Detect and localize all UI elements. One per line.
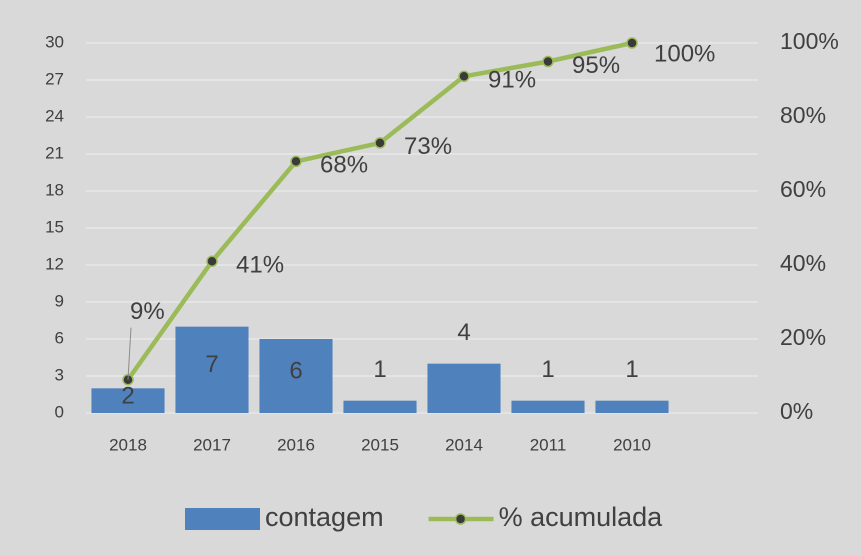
bar-value-label: 1 [373,356,386,383]
x-tick-label: 2014 [445,435,483,454]
y-tick-label: 15 [45,217,64,236]
bar [427,363,501,413]
line-value-label: 68% [320,152,368,179]
line-value-label: 100% [654,40,715,67]
y2-tick-label: 80% [780,102,826,128]
y-tick-label: 9 [55,291,64,310]
line-marker [458,70,470,83]
line-marker [542,55,554,68]
y-tick-label: 30 [45,32,64,51]
line-marker [374,137,386,149]
bar-value-label: 1 [625,356,638,383]
line-value-label: 95% [572,52,620,79]
bar [343,400,417,413]
y2-tick-label: 0% [780,398,813,424]
x-tick-label: 2018 [109,435,147,454]
legend-marker [454,513,467,525]
bar-value-label: 7 [205,351,218,378]
line-value-label: 73% [404,133,452,160]
x-tick-label: 2010 [613,435,651,454]
y2-tick-label: 60% [780,176,826,202]
line-marker [290,155,302,168]
leader-line [127,327,132,380]
bar-value-label: 1 [541,356,554,383]
x-tick-label: 2015 [361,435,399,454]
x-tick-label: 2017 [193,435,231,454]
y-tick-label: 24 [45,106,64,125]
y2-tick-label: 100% [780,28,839,54]
y-tick-label: 6 [55,328,64,347]
bar [175,326,249,413]
line-value-label: 9% [130,298,165,325]
legend-swatch [185,508,260,530]
bar [259,339,333,413]
bar [91,388,165,413]
y-tick-label: 27 [45,69,64,88]
y-tick-label: 12 [45,254,64,273]
bar [595,400,669,413]
y-tick-label: 18 [45,180,64,199]
y-tick-label: 21 [45,143,64,162]
y-tick-label: 3 [55,365,64,384]
line-value-label: 91% [488,67,536,94]
x-tick-label: 2016 [277,435,315,454]
y2-tick-label: 20% [780,324,826,350]
legend-label: % acumulada [499,502,664,532]
bar [511,400,585,413]
line-marker [626,37,638,49]
y-tick-label: 0 [55,402,64,421]
line-marker [206,255,218,268]
x-tick-label: 2011 [530,435,567,454]
legend-label: contagem [265,502,384,532]
bar-value-label: 6 [289,357,302,384]
y2-tick-label: 40% [780,250,826,276]
line-value-label: 41% [236,252,284,279]
bar-value-label: 2 [121,382,134,409]
bar-value-label: 4 [457,319,470,346]
